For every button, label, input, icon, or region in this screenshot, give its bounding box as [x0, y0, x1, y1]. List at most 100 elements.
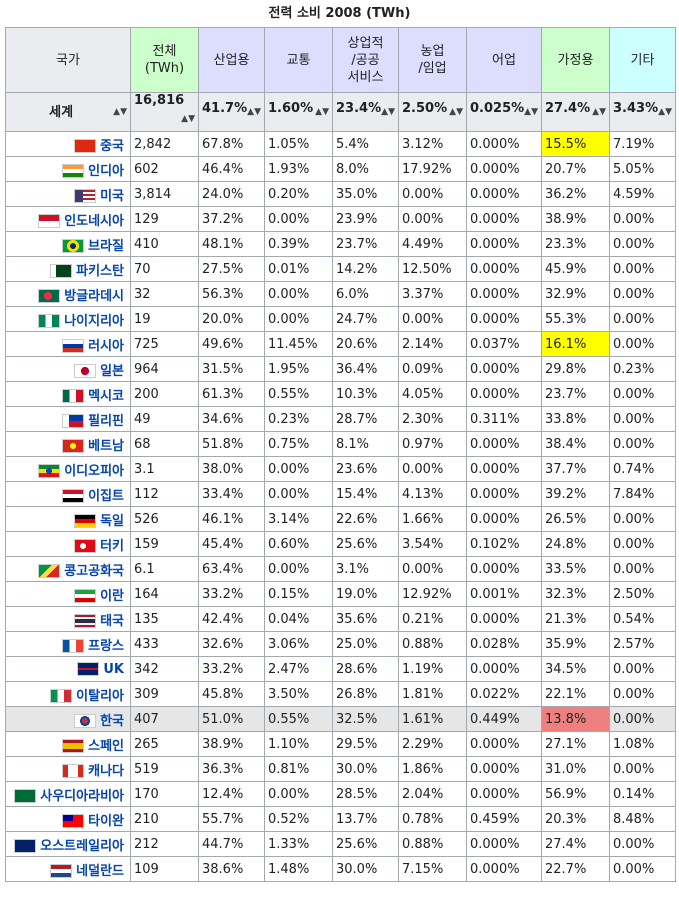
ethiopia-flag-icon[interactable] [38, 464, 61, 478]
country-cell: 나이지리아 [5, 306, 131, 332]
spain-flag-icon[interactable] [62, 739, 85, 753]
country-link[interactable]: 캐나다 [88, 763, 124, 779]
country-link[interactable]: 이란 [100, 588, 124, 604]
header-commercial[interactable]: 상업적/공공 서비스 [332, 27, 399, 93]
country-link[interactable]: 스페인 [88, 738, 124, 754]
sort-icon[interactable]: ▲▼ [449, 106, 463, 117]
china-flag-icon[interactable] [74, 139, 97, 153]
philippines-flag-icon[interactable] [62, 414, 85, 428]
country-link[interactable]: 러시아 [88, 338, 124, 354]
header-agriculture[interactable]: 농업/임업 [398, 27, 467, 93]
country-link[interactable]: 이집트 [88, 488, 124, 504]
header-total[interactable]: 전체 (TWh) [130, 27, 199, 93]
egypt-flag-icon[interactable] [62, 489, 85, 503]
brazil-flag-icon[interactable] [62, 239, 85, 253]
industry-cell: 51.8% [198, 431, 265, 457]
country-link[interactable]: 독일 [100, 513, 124, 529]
australia-flag-icon[interactable] [14, 839, 37, 853]
commercial-cell: 30.0% [332, 856, 399, 882]
header-row: 국가 전체 (TWh) 산업용 교통 상업적/공공 서비스 농업/임업 어업 가정용… [5, 27, 676, 93]
netherlands-flag-icon[interactable] [50, 864, 73, 878]
sort-icon[interactable]: ▲▼ [113, 106, 127, 117]
country-link[interactable]: 사우디아라비아 [40, 788, 124, 804]
sort-icon[interactable]: ▲▼ [247, 106, 261, 117]
mexico-flag-icon[interactable] [62, 389, 85, 403]
country-link[interactable]: 파키스탄 [76, 263, 124, 279]
country-cell: 이집트 [5, 481, 131, 507]
country-link[interactable]: 나이지리아 [64, 313, 124, 329]
header-transport[interactable]: 교통 [264, 27, 333, 93]
header-other[interactable]: 기타 [609, 27, 676, 93]
table-row: 타이완 210 55.7% 0.52% 13.7% 0.78% 0.459% 20.3% 8.4… [5, 806, 676, 832]
saudi-flag-icon[interactable] [14, 789, 37, 803]
country-link[interactable]: 한국 [100, 713, 124, 729]
agri-cell: 0.00% [398, 206, 467, 232]
fishing-cell: 0.000% [466, 606, 542, 632]
household-cell: 27.4% [541, 831, 610, 857]
fishing-cell: 0.000% [466, 356, 542, 382]
indonesia-flag-icon[interactable] [38, 214, 61, 228]
household-cell: 33.5% [541, 556, 610, 582]
country-link[interactable]: 태국 [100, 613, 124, 629]
sort-icon[interactable]: ▲▼ [181, 114, 195, 124]
total-cell: 68 [130, 431, 199, 457]
country-link[interactable]: 멕시코 [88, 388, 124, 404]
country-link[interactable]: 필리핀 [88, 413, 124, 429]
turkey-flag-icon[interactable] [74, 539, 97, 553]
country-link[interactable]: UK [103, 661, 124, 677]
uk-flag-icon[interactable] [77, 662, 100, 676]
canada-flag-icon[interactable] [62, 764, 85, 778]
japan-flag-icon[interactable] [74, 364, 97, 378]
sort-icon[interactable]: ▲▼ [315, 106, 329, 117]
household-cell: 13.8% [541, 706, 610, 732]
table-row: 이집트 112 33.4% 0.00% 15.4% 4.13% 0.000% 39.2% 7.8… [5, 481, 676, 507]
country-link[interactable]: 인디아 [88, 163, 124, 179]
russia-flag-icon[interactable] [62, 339, 85, 353]
usa-flag-icon[interactable] [74, 189, 97, 203]
country-link[interactable]: 베트남 [88, 438, 124, 454]
header-country[interactable]: 국가 [5, 27, 131, 93]
bangladesh-flag-icon[interactable] [38, 289, 61, 303]
country-link[interactable]: 콩고공화국 [64, 563, 124, 579]
industry-cell: 33.2% [198, 656, 265, 682]
pakistan-flag-icon[interactable] [50, 264, 73, 278]
congo-flag-icon[interactable] [38, 564, 61, 578]
country-link[interactable]: 중국 [100, 138, 124, 154]
country-link[interactable]: 방글라데시 [64, 288, 124, 304]
germany-flag-icon[interactable] [74, 514, 97, 528]
agri-cell: 0.00% [398, 456, 467, 482]
country-link[interactable]: 인도네시아 [64, 213, 124, 229]
sort-icon[interactable]: ▲▼ [524, 106, 538, 117]
country-link[interactable]: 일본 [100, 363, 124, 379]
vietnam-flag-icon[interactable] [62, 439, 85, 453]
transport-cell: 0.20% [264, 181, 333, 207]
table-row: 브라질 410 48.1% 0.39% 23.7% 4.49% 0.000% 23.3% 0.0… [5, 231, 676, 257]
sort-icon[interactable]: ▲▼ [592, 106, 606, 117]
table-row: 네덜란드 109 38.6% 1.48% 30.0% 7.15% 0.000% 22.7% 0.… [5, 856, 676, 882]
country-link[interactable]: 오스트레일리아 [40, 838, 124, 854]
france-flag-icon[interactable] [62, 639, 85, 653]
fishing-cell: 0.000% [466, 831, 542, 857]
korea-flag-icon[interactable] [74, 714, 97, 728]
table-row: 일본 964 31.5% 1.95% 36.4% 0.09% 0.000% 29.8% 0.23… [5, 356, 676, 382]
country-link[interactable]: 타이완 [88, 813, 124, 829]
country-link[interactable]: 미국 [100, 188, 124, 204]
header-fishing[interactable]: 어업 [466, 27, 542, 93]
india-flag-icon[interactable] [62, 164, 85, 178]
country-link[interactable]: 네덜란드 [76, 863, 124, 879]
country-link[interactable]: 프랑스 [88, 638, 124, 654]
header-industry[interactable]: 산업용 [198, 27, 265, 93]
taiwan-flag-icon[interactable] [62, 814, 85, 828]
header-household[interactable]: 가정용 [541, 27, 610, 93]
country-link[interactable]: 이디오피아 [64, 463, 124, 479]
sort-icon[interactable]: ▲▼ [658, 106, 672, 117]
country-link[interactable]: 터키 [100, 538, 124, 554]
country-link[interactable]: 이탈리아 [76, 688, 124, 704]
italy-flag-icon[interactable] [50, 689, 73, 703]
iran-flag-icon[interactable] [74, 589, 97, 603]
nigeria-flag-icon[interactable] [38, 314, 61, 328]
industry-cell: 46.1% [198, 506, 265, 532]
country-link[interactable]: 브라질 [88, 238, 124, 254]
thailand-flag-icon[interactable] [74, 614, 97, 628]
sort-icon[interactable]: ▲▼ [381, 106, 395, 117]
